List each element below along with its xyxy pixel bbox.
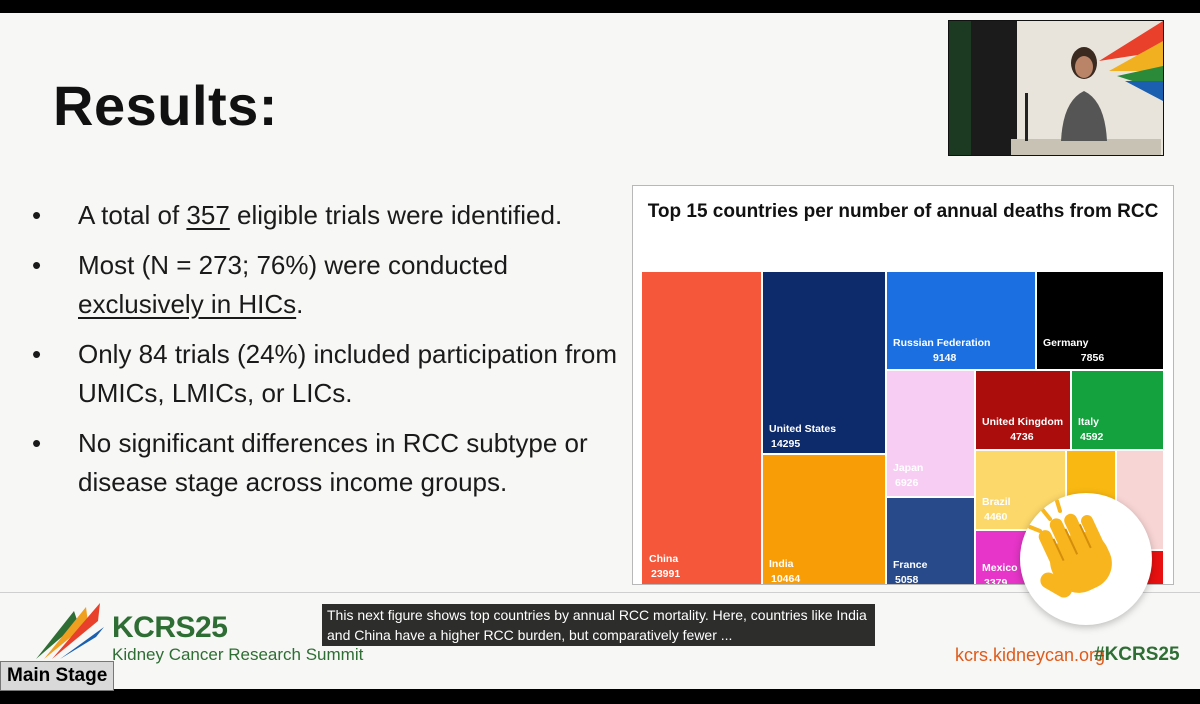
treemap-label: India	[769, 558, 794, 570]
treemap-cell	[763, 455, 885, 584]
bullet-item: • Only 84 trials (24%) included participa…	[30, 335, 630, 413]
treemap-cell	[763, 272, 885, 453]
footer-divider	[0, 592, 1200, 593]
reaction-bubble	[1020, 493, 1152, 625]
treemap-label: Italy	[1078, 416, 1099, 428]
treemap-label: China	[649, 553, 678, 565]
speaker-video-thumbnail[interactable]	[948, 20, 1164, 156]
treemap-cell	[642, 272, 761, 584]
treemap-label: Brazil	[982, 496, 1011, 508]
treemap-cell	[887, 371, 974, 496]
clapping-hand-icon	[1028, 499, 1112, 598]
treemap-value: 4736	[1010, 431, 1034, 443]
treemap-value: 23991	[651, 568, 680, 580]
treemap-label: United States	[769, 423, 836, 435]
treemap-cell	[887, 272, 1035, 369]
chart-title: Top 15 countries per number of annual de…	[647, 201, 1159, 222]
treemap-cell	[1037, 272, 1163, 369]
emphasis-number: 357	[186, 200, 230, 230]
treemap-value: 3379	[984, 577, 1008, 584]
results-bullet-list: • A total of 357 eligible trials were ide…	[30, 196, 630, 513]
bullet-item: • Most (N = 273; 76%) were conducted excl…	[30, 246, 630, 324]
treemap-cell	[976, 371, 1070, 449]
event-hashtag: #KCRS25	[1094, 644, 1180, 665]
treemap-value: 4460	[984, 511, 1008, 523]
treemap-chart: Top 15 countries per number of annual de…	[632, 185, 1174, 585]
emphasis-text: exclusively in HICs	[78, 289, 297, 319]
slide-title: Results:	[53, 74, 278, 137]
treemap-cell	[887, 498, 974, 584]
treemap-label: Russian Federation	[893, 337, 990, 349]
treemap-value: 4592	[1080, 431, 1104, 443]
treemap-label: France	[893, 559, 928, 571]
treemap-cell	[976, 531, 1026, 584]
treemap-value: 6926	[895, 477, 919, 489]
bullet-glyph: •	[32, 339, 42, 369]
presentation-slide: Results: • A total of 357 eligible trials…	[0, 13, 1200, 689]
stage-label[interactable]: Main Stage	[0, 661, 115, 691]
treemap-value: 9148	[933, 352, 957, 364]
treemap-cell	[1072, 371, 1163, 449]
bullet-item: • No significant differences in RCC subty…	[30, 424, 630, 502]
bullet-glyph: •	[32, 428, 42, 458]
bullet-glyph: •	[32, 200, 42, 230]
website-url: kcrs.kidneycan.org	[955, 645, 1106, 665]
treemap-label: United Kingdom	[982, 416, 1063, 428]
treemap-value: 14295	[771, 438, 800, 450]
bullet-item: • A total of 357 eligible trials were ide…	[30, 196, 630, 235]
brand-subtitle: Kidney Cancer Research Summit	[112, 645, 364, 664]
bullet-glyph: •	[32, 250, 42, 280]
treemap-label: Mexico	[982, 562, 1018, 574]
treemap-value: 7856	[1081, 352, 1105, 364]
treemap-label: Japan	[893, 462, 923, 474]
brand-name: KCRS25	[112, 611, 228, 644]
speaker-video-icon	[949, 21, 1163, 155]
treemap-value: 10464	[771, 573, 800, 584]
live-caption: This next figure shows top countries by …	[322, 604, 875, 646]
treemap-label: Germany	[1043, 337, 1089, 349]
treemap-value: 5058	[895, 574, 919, 584]
kcrs-logo-icon	[36, 603, 104, 659]
treemap-svg: China 23991 United States 14295 India 10464 Ru…	[642, 272, 1163, 584]
